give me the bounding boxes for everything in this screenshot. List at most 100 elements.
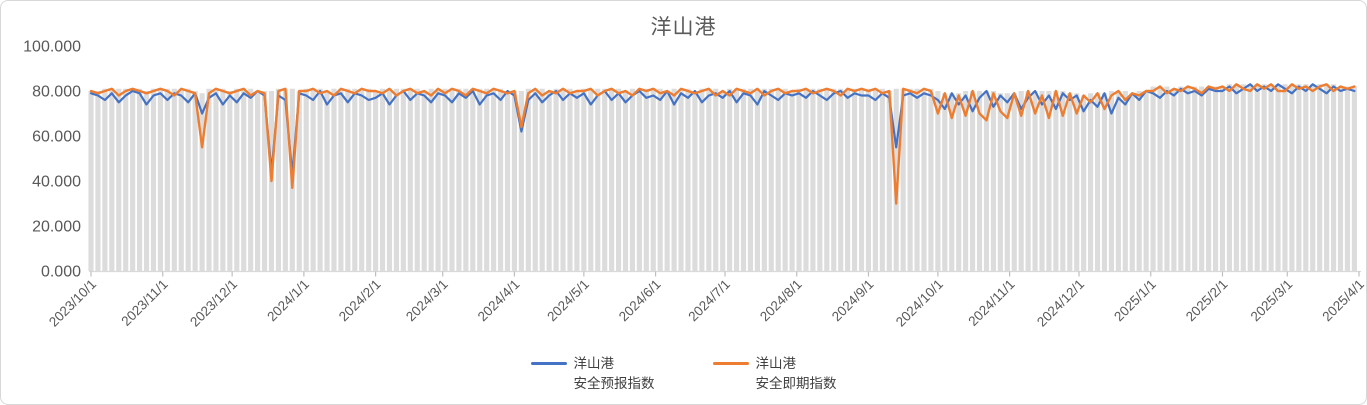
- background-bar: [775, 88, 781, 271]
- background-bar: [1171, 88, 1177, 271]
- background-bar: [546, 91, 552, 271]
- background-bar: [636, 88, 642, 271]
- background-bar: [1296, 84, 1302, 271]
- background-bar: [234, 88, 240, 271]
- y-axis-tick-label: 40.000: [32, 174, 81, 191]
- background-bar: [657, 88, 663, 271]
- background-bar: [713, 88, 719, 271]
- background-bar: [1303, 84, 1309, 271]
- background-bar: [928, 88, 934, 271]
- background-bar: [1247, 84, 1253, 271]
- background-bar: [1199, 86, 1205, 271]
- background-bar: [615, 88, 622, 271]
- background-bar: [747, 88, 754, 271]
- background-bar: [754, 88, 760, 271]
- x-axis-tick-label: 2025/4/1: [1319, 277, 1366, 325]
- background-bar: [935, 91, 941, 271]
- background-bar: [470, 88, 476, 271]
- background-bar: [109, 88, 115, 271]
- background-bar: [852, 88, 858, 271]
- y-axis-tick-label: 0.000: [41, 264, 81, 281]
- background-bar: [1136, 91, 1142, 271]
- x-axis-tick-label: 2024/11/1: [965, 277, 1017, 329]
- background-bar: [386, 88, 393, 271]
- background-bar: [261, 91, 268, 271]
- background-bar: [157, 88, 163, 271]
- x-axis-tick-label: 2024/2/1: [336, 277, 384, 325]
- x-axis-tick-label: 2024/4/1: [475, 277, 523, 325]
- x-axis-tick-label: 2024/10/1: [893, 277, 946, 330]
- background-bar: [137, 88, 143, 271]
- background-bar: [317, 88, 323, 271]
- background-bar: [206, 88, 212, 271]
- background-bar: [622, 91, 629, 271]
- y-axis-tick-label: 20.000: [32, 219, 81, 236]
- background-bar: [1324, 84, 1330, 271]
- background-bar: [893, 88, 899, 271]
- x-axis-tick-label: 2024/1/1: [264, 277, 312, 325]
- background-bar: [130, 88, 136, 271]
- y-axis-tick-label: 80.000: [32, 84, 81, 101]
- background-bar: [373, 91, 379, 271]
- background-bar: [921, 88, 927, 271]
- background-bar: [275, 88, 281, 271]
- background-bar: [1122, 91, 1128, 271]
- background-bar: [414, 88, 420, 271]
- background-bar: [1240, 84, 1246, 271]
- background-bar: [574, 91, 580, 271]
- background-bar: [199, 93, 205, 271]
- background-bar: [1317, 84, 1323, 271]
- background-bar: [352, 88, 358, 271]
- background-bar: [706, 88, 712, 271]
- background-bar: [1289, 84, 1295, 271]
- background-bar: [95, 91, 101, 271]
- background-bar: [720, 91, 726, 271]
- background-bar: [997, 93, 1003, 271]
- chart-title: 洋山港: [650, 16, 717, 39]
- background-bar: [1282, 84, 1288, 271]
- background-bar: [727, 88, 733, 271]
- background-bar: [1219, 86, 1226, 271]
- background-bar: [588, 88, 594, 271]
- background-bar: [1254, 84, 1260, 271]
- background-bar: [497, 88, 504, 271]
- background-bar: [421, 91, 427, 271]
- background-bar: [949, 93, 955, 271]
- background-bar: [171, 88, 177, 271]
- y-axis-tick-label: 60.000: [32, 129, 81, 146]
- background-bar: [1018, 91, 1024, 271]
- background-bar: [581, 88, 587, 271]
- background-bar: [1011, 93, 1017, 271]
- background-bar: [761, 88, 767, 271]
- background-bar: [1115, 91, 1121, 271]
- background-bar: [213, 88, 219, 271]
- background-bar: [241, 88, 247, 271]
- background-bar: [956, 93, 962, 271]
- background-bar: [123, 88, 129, 271]
- background-bar: [484, 88, 490, 271]
- background-bar: [609, 88, 615, 271]
- background-bar: [442, 88, 448, 271]
- background-bar: [504, 91, 511, 271]
- background-bar: [1178, 86, 1184, 271]
- background-bar: [685, 88, 691, 271]
- background-bar: [393, 88, 399, 271]
- x-axis-tick-label: 2023/12/1: [187, 277, 240, 330]
- background-bar: [817, 88, 823, 271]
- background-bar: [1088, 93, 1094, 271]
- background-bar: [1081, 95, 1087, 271]
- background-bar: [1226, 84, 1232, 271]
- background-bar: [1150, 86, 1156, 271]
- background-bar: [838, 88, 844, 271]
- background-bar: [511, 91, 518, 271]
- background-bar: [1129, 93, 1135, 271]
- background-bar: [824, 88, 830, 271]
- background-bar: [858, 88, 865, 271]
- background-bar: [914, 88, 920, 271]
- background-bar: [1094, 93, 1101, 271]
- background-bar: [220, 88, 226, 271]
- background-bar: [282, 88, 288, 271]
- background-bar: [491, 88, 497, 271]
